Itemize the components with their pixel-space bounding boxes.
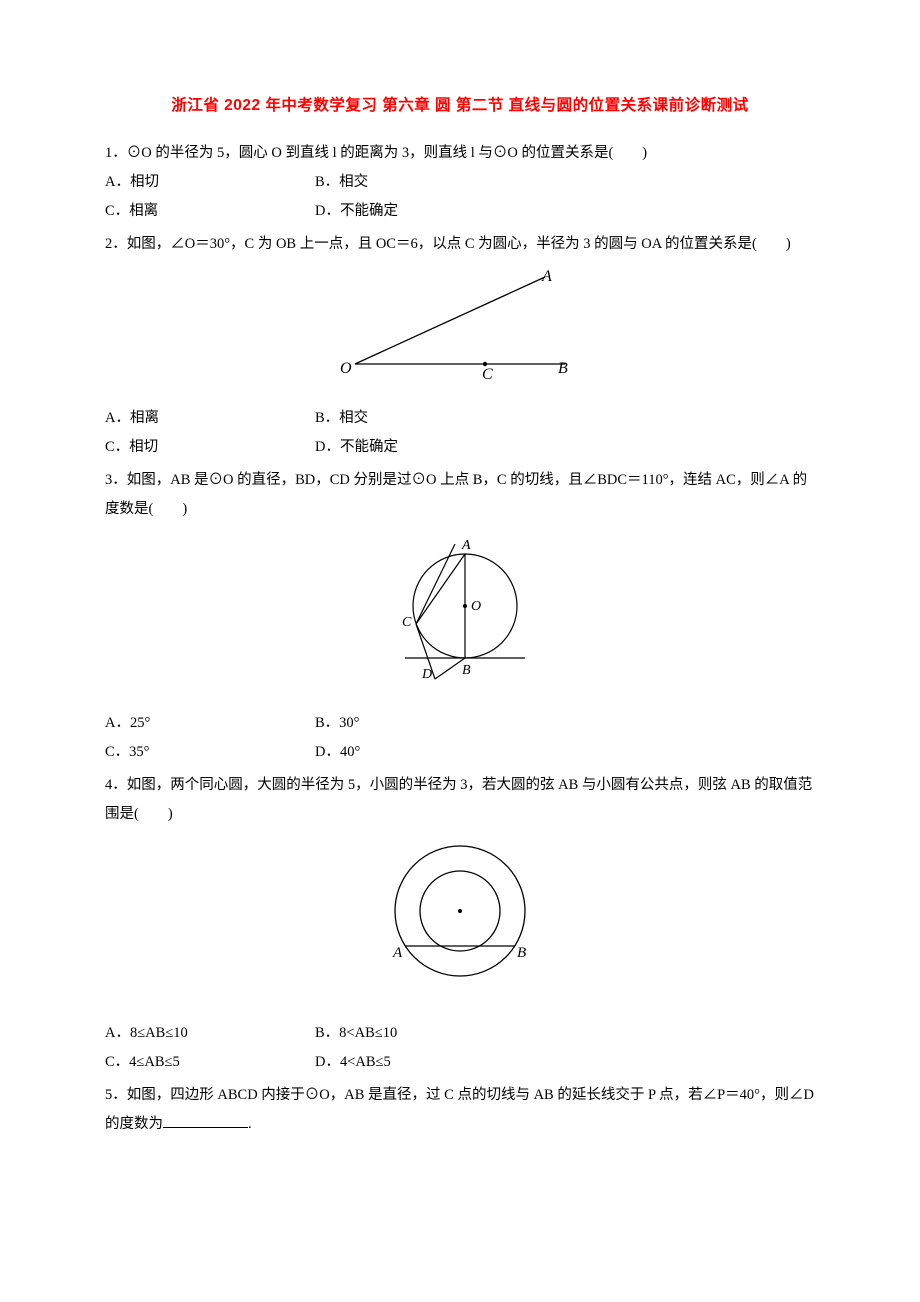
q3-label-C: C xyxy=(402,615,412,630)
q4-label-A: A xyxy=(392,945,403,961)
q2-figure: A O C B xyxy=(105,269,815,390)
q1-row2: C．相离 D．不能确定 xyxy=(105,197,815,226)
q1-optC: C．相离 xyxy=(105,197,315,226)
q2-optC: C．相切 xyxy=(105,433,315,462)
q2-label-O: O xyxy=(340,360,352,377)
q4-optD: D．4<AB≤5 xyxy=(315,1048,815,1077)
q3-row2: C．35° D．40° xyxy=(105,738,815,767)
question-2: 2．如图，∠O＝30°，C 为 OB 上一点，且 OC＝6，以点 C 为圆心，半… xyxy=(105,230,815,462)
q3-optA: A．25° xyxy=(105,709,315,738)
q3-stem: 3．如图，AB 是⊙O 的直径，BD，CD 分别是过⊙O 上点 B，C 的切线，… xyxy=(105,466,815,524)
q4-optB: B．8<AB≤10 xyxy=(315,1019,815,1048)
q3-optC: C．35° xyxy=(105,738,315,767)
document-title: 浙江省 2022 年中考数学复习 第六章 圆 第二节 直线与圆的位置关系课前诊断… xyxy=(105,90,815,121)
q2-label-C: C xyxy=(482,366,493,379)
q4-row1: A．8≤AB≤10 B．8<AB≤10 xyxy=(105,1019,815,1048)
q4-optC: C．4≤AB≤5 xyxy=(105,1048,315,1077)
q4-figure: A B xyxy=(105,839,815,1005)
question-5: 5．如图，四边形 ABCD 内接于⊙O，AB 是直径，过 C 点的切线与 AB … xyxy=(105,1081,815,1139)
q2-label-B: B xyxy=(558,360,568,377)
q2-optD: D．不能确定 xyxy=(315,433,815,462)
q5-blank xyxy=(163,1111,248,1128)
q4-row2: C．4≤AB≤5 D．4<AB≤5 xyxy=(105,1048,815,1077)
q5-stem-b: . xyxy=(248,1116,252,1132)
q2-label-A: A xyxy=(541,269,552,285)
question-1: 1．⊙O 的半径为 5，圆心 O 到直线 l 的距离为 3，则直线 l 与⊙O … xyxy=(105,139,815,226)
q3-label-D: D xyxy=(421,667,432,682)
q3-row1: A．25° B．30° xyxy=(105,709,815,738)
q3-optD: D．40° xyxy=(315,738,815,767)
q3-label-A: A xyxy=(461,538,471,553)
q2-optB: B．相交 xyxy=(315,404,815,433)
q3-optB: B．30° xyxy=(315,709,815,738)
q3-figure: A O C D B xyxy=(105,534,815,695)
q4-label-B: B xyxy=(517,945,526,961)
q2-row2: C．相切 D．不能确定 xyxy=(105,433,815,462)
q3-label-B: B xyxy=(462,663,471,678)
q2-row1: A．相离 B．相交 xyxy=(105,404,815,433)
q4-stem: 4．如图，两个同心圆，大圆的半径为 5，小圆的半径为 3，若大圆的弦 AB 与小… xyxy=(105,771,815,829)
q1-optA: A．相切 xyxy=(105,168,315,197)
q4-optA: A．8≤AB≤10 xyxy=(105,1019,315,1048)
q2-optA: A．相离 xyxy=(105,404,315,433)
q1-optD: D．不能确定 xyxy=(315,197,815,226)
q3-label-O: O xyxy=(471,599,481,614)
question-4: 4．如图，两个同心圆，大圆的半径为 5，小圆的半径为 3，若大圆的弦 AB 与小… xyxy=(105,771,815,1077)
q1-row1: A．相切 B．相交 xyxy=(105,168,815,197)
q2-stem: 2．如图，∠O＝30°，C 为 OB 上一点，且 OC＝6，以点 C 为圆心，半… xyxy=(105,230,815,259)
q1-optB: B．相交 xyxy=(315,168,815,197)
q1-stem: 1．⊙O 的半径为 5，圆心 O 到直线 l 的距离为 3，则直线 l 与⊙O … xyxy=(105,139,815,168)
question-3: 3．如图，AB 是⊙O 的直径，BD，CD 分别是过⊙O 上点 B，C 的切线，… xyxy=(105,466,815,767)
